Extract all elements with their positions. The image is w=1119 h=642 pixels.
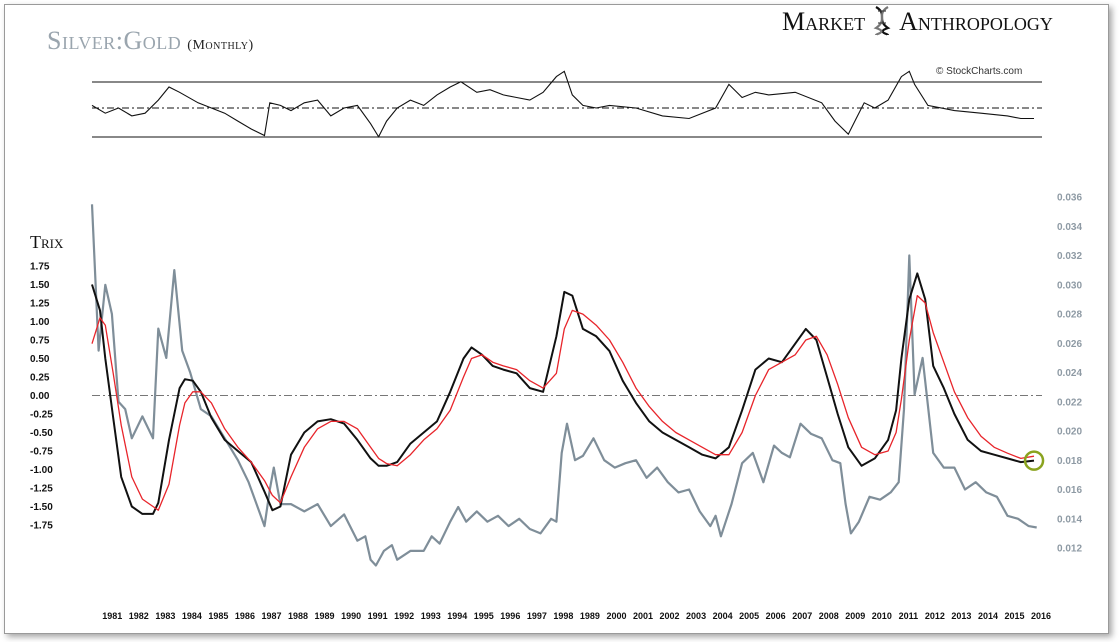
y-right-tick-label: 0.012 <box>1057 544 1082 555</box>
y-left-tick-label: 0.75 <box>30 336 50 347</box>
x-tick-label: 2007 <box>792 611 812 621</box>
x-tick-label: 1993 <box>421 611 441 621</box>
x-tick-label: 1983 <box>155 611 175 621</box>
x-tick-label: 1989 <box>580 611 600 621</box>
chart-title: Silver:Gold (Monthly) <box>47 26 254 56</box>
y-right-tick-label: 0.022 <box>1057 397 1082 408</box>
y-right-tick-label: 0.030 <box>1057 280 1082 291</box>
x-tick-label: 1986 <box>235 611 255 621</box>
x-tick-label: 1990 <box>341 611 361 621</box>
y-left-tick-label: -0.75 <box>30 447 53 458</box>
x-tick-label: 1991 <box>368 611 388 621</box>
y-right-tick-label: 0.018 <box>1057 456 1082 467</box>
x-tick-label: 1988 <box>288 611 308 621</box>
y-left-tick-label: 1.75 <box>30 262 50 273</box>
x-tick-label: 1981 <box>102 611 122 621</box>
chart-title-text: Silver:Gold <box>47 26 182 55</box>
y-right-tick-label: 0.036 <box>1057 193 1082 204</box>
y-left-tick-label: -1.75 <box>30 521 53 532</box>
x-tick-label: 2001 <box>633 611 653 621</box>
x-tick-label: 2014 <box>978 611 998 621</box>
x-tick-label: 2015 <box>1004 611 1024 621</box>
trix-signal-line <box>91 294 1035 511</box>
y-left-tick-label: 0.50 <box>30 354 50 365</box>
y-left-tick-label: -0.25 <box>30 410 53 421</box>
x-tick-label: 2008 <box>819 611 839 621</box>
x-tick-label: 1989 <box>315 611 335 621</box>
x-tick-label: 2000 <box>606 611 626 621</box>
y-left-tick-label: -0.50 <box>30 428 53 439</box>
trix-axis-label: Trix <box>30 232 64 252</box>
y-left-tick-label: -1.50 <box>30 502 53 513</box>
x-tick-label: 2004 <box>713 611 733 621</box>
x-tick-label: 1984 <box>182 611 202 621</box>
highlight-circle <box>1023 450 1045 471</box>
y-left-tick-label: 1.00 <box>30 317 50 328</box>
y-left-tick-label: -1.25 <box>30 484 53 495</box>
x-tick-label: 2010 <box>872 611 892 621</box>
y-right-tick-label: 0.034 <box>1057 222 1082 233</box>
y-left-tick-label: 1.50 <box>30 280 50 291</box>
stockcharts-credit: © StockCharts.com <box>936 66 1023 77</box>
x-tick-label: 1992 <box>394 611 414 621</box>
trix-line <box>91 272 1035 515</box>
y-right-tick-label: 0.026 <box>1057 339 1082 350</box>
x-tick-label: 2016 <box>1031 611 1051 621</box>
dna-icon <box>873 6 891 36</box>
x-tick-label: 2012 <box>925 611 945 621</box>
x-tick-label: 2002 <box>660 611 680 621</box>
y-right-tick-label: 0.016 <box>1057 485 1082 496</box>
y-left-tick-label: 1.25 <box>30 299 50 310</box>
silver-gold-ratio-line <box>90 204 1037 567</box>
x-tick-label: 1994 <box>447 611 467 621</box>
y-right-tick-label: 0.014 <box>1057 514 1082 525</box>
x-tick-label: 1995 <box>474 611 494 621</box>
x-tick-label: 2011 <box>899 611 919 621</box>
x-tick-label: 1996 <box>500 611 520 621</box>
y-left-tick-label: 0.00 <box>30 391 50 402</box>
y-right-tick-label: 0.020 <box>1057 427 1082 438</box>
x-tick-label: 2009 <box>845 611 865 621</box>
x-tick-label: 1982 <box>129 611 149 621</box>
y-left-tick-label: 0.25 <box>30 373 50 384</box>
x-tick-label: 2003 <box>686 611 706 621</box>
chart-frame <box>4 4 1109 634</box>
x-tick-label: 2006 <box>766 611 786 621</box>
x-tick-label: 1987 <box>261 611 281 621</box>
x-tick-label: 1985 <box>208 611 228 621</box>
y-right-tick-label: 0.024 <box>1057 368 1082 379</box>
x-tick-label: 2013 <box>951 611 971 621</box>
x-tick-label: 2005 <box>739 611 759 621</box>
chart-subtitle: (Monthly) <box>187 38 254 53</box>
brand-logo: Market Anthropology <box>782 6 1053 37</box>
brand-left-text: Market <box>782 7 866 36</box>
y-right-tick-label: 0.028 <box>1057 310 1082 321</box>
y-left-tick-label: -1.00 <box>30 465 53 476</box>
x-tick-label: 1998 <box>553 611 573 621</box>
upper-indicator-line <box>91 70 1034 138</box>
y-right-tick-label: 0.032 <box>1057 251 1082 262</box>
x-tick-label: 1997 <box>527 611 547 621</box>
brand-right-text: Anthropology <box>899 7 1053 36</box>
